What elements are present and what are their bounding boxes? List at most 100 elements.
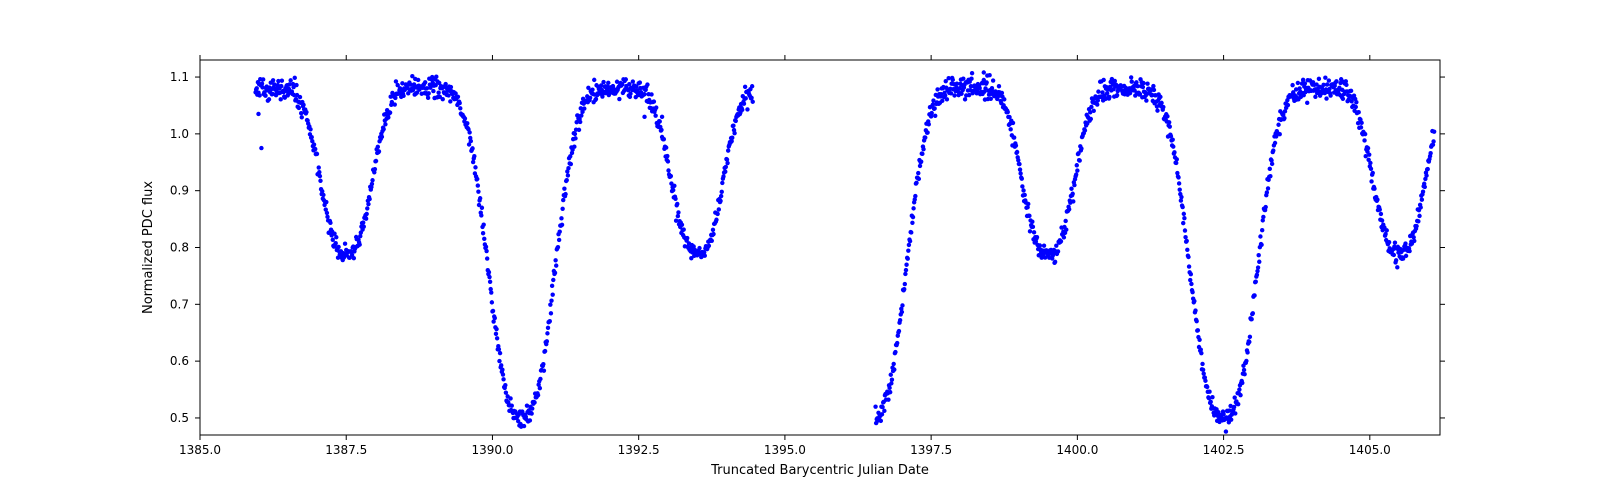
data-point xyxy=(707,244,711,248)
data-point xyxy=(1247,340,1251,344)
data-point xyxy=(388,110,392,114)
data-point xyxy=(1421,190,1425,194)
data-point xyxy=(1062,235,1066,239)
data-point xyxy=(720,181,724,185)
data-point xyxy=(654,105,658,109)
data-point xyxy=(1155,108,1159,112)
data-point xyxy=(541,362,545,366)
data-point xyxy=(1256,265,1260,269)
data-point xyxy=(676,214,680,218)
data-point xyxy=(1367,152,1371,156)
data-point xyxy=(475,177,479,181)
data-point xyxy=(1141,85,1145,89)
data-point xyxy=(1407,249,1411,253)
data-point xyxy=(1178,187,1182,191)
data-point xyxy=(903,282,907,286)
data-point xyxy=(1174,161,1178,165)
data-point xyxy=(977,86,981,90)
data-point xyxy=(312,142,316,146)
data-point xyxy=(1014,143,1018,147)
data-point xyxy=(1185,239,1189,243)
data-point xyxy=(538,386,542,390)
data-point xyxy=(1027,214,1031,218)
data-point xyxy=(549,298,553,302)
data-point xyxy=(725,161,729,165)
data-point xyxy=(889,373,893,377)
data-point xyxy=(562,186,566,190)
data-point xyxy=(642,115,646,119)
data-point xyxy=(476,189,480,193)
data-point xyxy=(710,239,714,243)
data-point xyxy=(489,290,493,294)
x-tick-label: 1402.5 xyxy=(1203,443,1245,457)
data-point xyxy=(298,95,302,99)
data-point xyxy=(1369,167,1373,171)
data-point xyxy=(911,206,915,210)
data-point xyxy=(343,242,347,246)
data-point xyxy=(582,106,586,110)
data-point xyxy=(662,137,666,141)
data-point xyxy=(658,119,662,123)
data-point xyxy=(666,168,670,172)
y-tick-label: 0.5 xyxy=(170,411,189,425)
data-point xyxy=(554,263,558,267)
data-point xyxy=(652,99,656,103)
data-point xyxy=(1074,172,1078,176)
data-point xyxy=(601,80,605,84)
data-point xyxy=(910,221,914,225)
data-point xyxy=(1182,216,1186,220)
data-point xyxy=(742,102,746,106)
data-point xyxy=(902,287,906,291)
data-point xyxy=(1366,146,1370,150)
data-point xyxy=(1038,243,1042,247)
data-point xyxy=(940,99,944,103)
data-point xyxy=(1151,84,1155,88)
data-point xyxy=(381,127,385,131)
data-point xyxy=(927,122,931,126)
data-point xyxy=(480,206,484,210)
data-point xyxy=(1259,243,1263,247)
data-point xyxy=(469,139,473,143)
data-point xyxy=(1095,102,1099,106)
data-point xyxy=(987,73,991,77)
data-point xyxy=(744,96,748,100)
data-point xyxy=(457,101,461,105)
data-point xyxy=(943,93,947,97)
data-point xyxy=(984,80,988,84)
data-point xyxy=(745,107,749,111)
data-point xyxy=(697,246,701,250)
data-point xyxy=(734,119,738,123)
data-point xyxy=(1278,132,1282,136)
data-point xyxy=(1115,93,1119,97)
x-axis-label: Truncated Barycentric Julian Date xyxy=(710,463,929,478)
data-point xyxy=(1032,230,1036,234)
data-point xyxy=(499,363,503,367)
y-tick-label: 0.6 xyxy=(170,354,189,368)
data-point xyxy=(1185,248,1189,252)
data-point xyxy=(301,103,305,107)
data-point xyxy=(1256,253,1260,257)
data-point xyxy=(1056,249,1060,253)
data-point xyxy=(1260,228,1264,232)
data-point xyxy=(592,78,596,82)
data-point xyxy=(923,135,927,139)
data-point xyxy=(373,167,377,171)
y-tick-label: 0.8 xyxy=(170,241,189,255)
data-point xyxy=(588,96,592,100)
data-point xyxy=(925,130,929,134)
data-point xyxy=(1257,260,1261,264)
data-point xyxy=(560,223,564,227)
data-point xyxy=(401,94,405,98)
data-point xyxy=(879,419,883,423)
data-point xyxy=(1414,224,1418,228)
data-point xyxy=(718,199,722,203)
data-point xyxy=(1387,240,1391,244)
data-point xyxy=(673,197,677,201)
data-point xyxy=(293,76,297,80)
scatter-series xyxy=(253,70,1436,433)
data-point xyxy=(304,110,308,114)
data-point xyxy=(1372,186,1376,190)
data-point xyxy=(1175,157,1179,161)
data-point xyxy=(498,351,502,355)
data-point xyxy=(324,200,328,204)
